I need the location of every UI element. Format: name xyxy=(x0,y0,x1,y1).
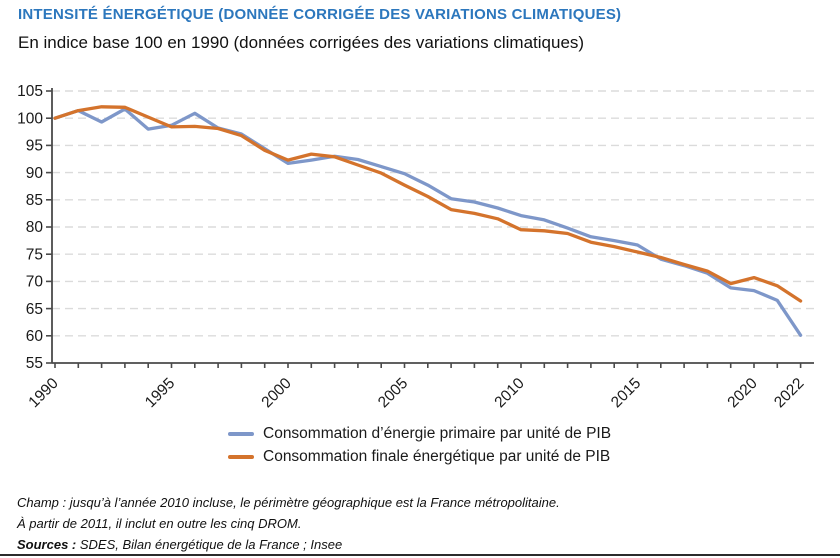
x-tick-label: 2020 xyxy=(724,375,761,412)
footnote-sources-text: SDES, Bilan énergétique de la France ; I… xyxy=(76,537,343,552)
x-tick-label: 1990 xyxy=(25,375,62,412)
y-tick-label: 80 xyxy=(26,219,44,236)
bottom-border xyxy=(0,554,840,556)
legend-line-swatch-blue xyxy=(228,431,254,436)
legend-line-swatch-orange xyxy=(228,454,254,459)
y-tick-label: 65 xyxy=(26,301,43,318)
footnote-sources-label: Sources : xyxy=(17,537,77,552)
x-tick-label: 2010 xyxy=(491,375,528,412)
x-tick-label: 2000 xyxy=(258,375,295,412)
y-tick-label: 55 xyxy=(26,355,43,372)
x-tick-label: 2015 xyxy=(608,375,644,411)
legend: Consommation d’énergie primaire par unit… xyxy=(228,422,611,468)
y-tick-label: 100 xyxy=(17,110,43,127)
y-tick-label: 85 xyxy=(26,192,43,209)
legend-label-primary: Consommation d’énergie primaire par unit… xyxy=(263,424,612,442)
y-tick-label: 105 xyxy=(17,83,43,100)
chart-title: INTENSITÉ ÉNERGÉTIQUE (DONNÉE CORRIGÉE D… xyxy=(18,6,622,23)
y-tick-label: 70 xyxy=(26,274,44,291)
footnote-champ-line2: À partir de 2011, il inclut en outre les… xyxy=(17,516,302,531)
legend-item-final: Consommation finale énergétique par unit… xyxy=(228,445,611,468)
energy-intensity-line-chart: 55 60 65 70 75 80 85 90 95 100 105 1990 1995 2000 2005… xyxy=(17,83,816,412)
series-line-final-energy xyxy=(53,105,803,303)
y-tick-label: 60 xyxy=(26,328,44,345)
chart-subtitle: En indice base 100 en 1990 (données corr… xyxy=(18,33,585,52)
x-tick-label: 2022 xyxy=(771,375,807,411)
y-tick-label: 95 xyxy=(26,138,43,155)
legend-label-final: Consommation finale énergétique par unit… xyxy=(263,447,611,465)
footnote-champ-line1: Champ : jusqu’à l’année 2010 incluse, le… xyxy=(17,495,560,510)
footnote-sources: Sources : SDES, Bilan énergétique de la … xyxy=(17,534,560,555)
footnote: Champ : jusqu’à l’année 2010 incluse, le… xyxy=(17,492,560,555)
x-tick-label: 1995 xyxy=(142,375,178,411)
series-line-primary-energy xyxy=(53,107,803,337)
y-tick-label: 75 xyxy=(26,246,43,263)
y-tick-label: 90 xyxy=(26,165,44,182)
x-tick-label: 2005 xyxy=(375,375,411,411)
legend-item-primary: Consommation d’énergie primaire par unit… xyxy=(228,422,611,445)
